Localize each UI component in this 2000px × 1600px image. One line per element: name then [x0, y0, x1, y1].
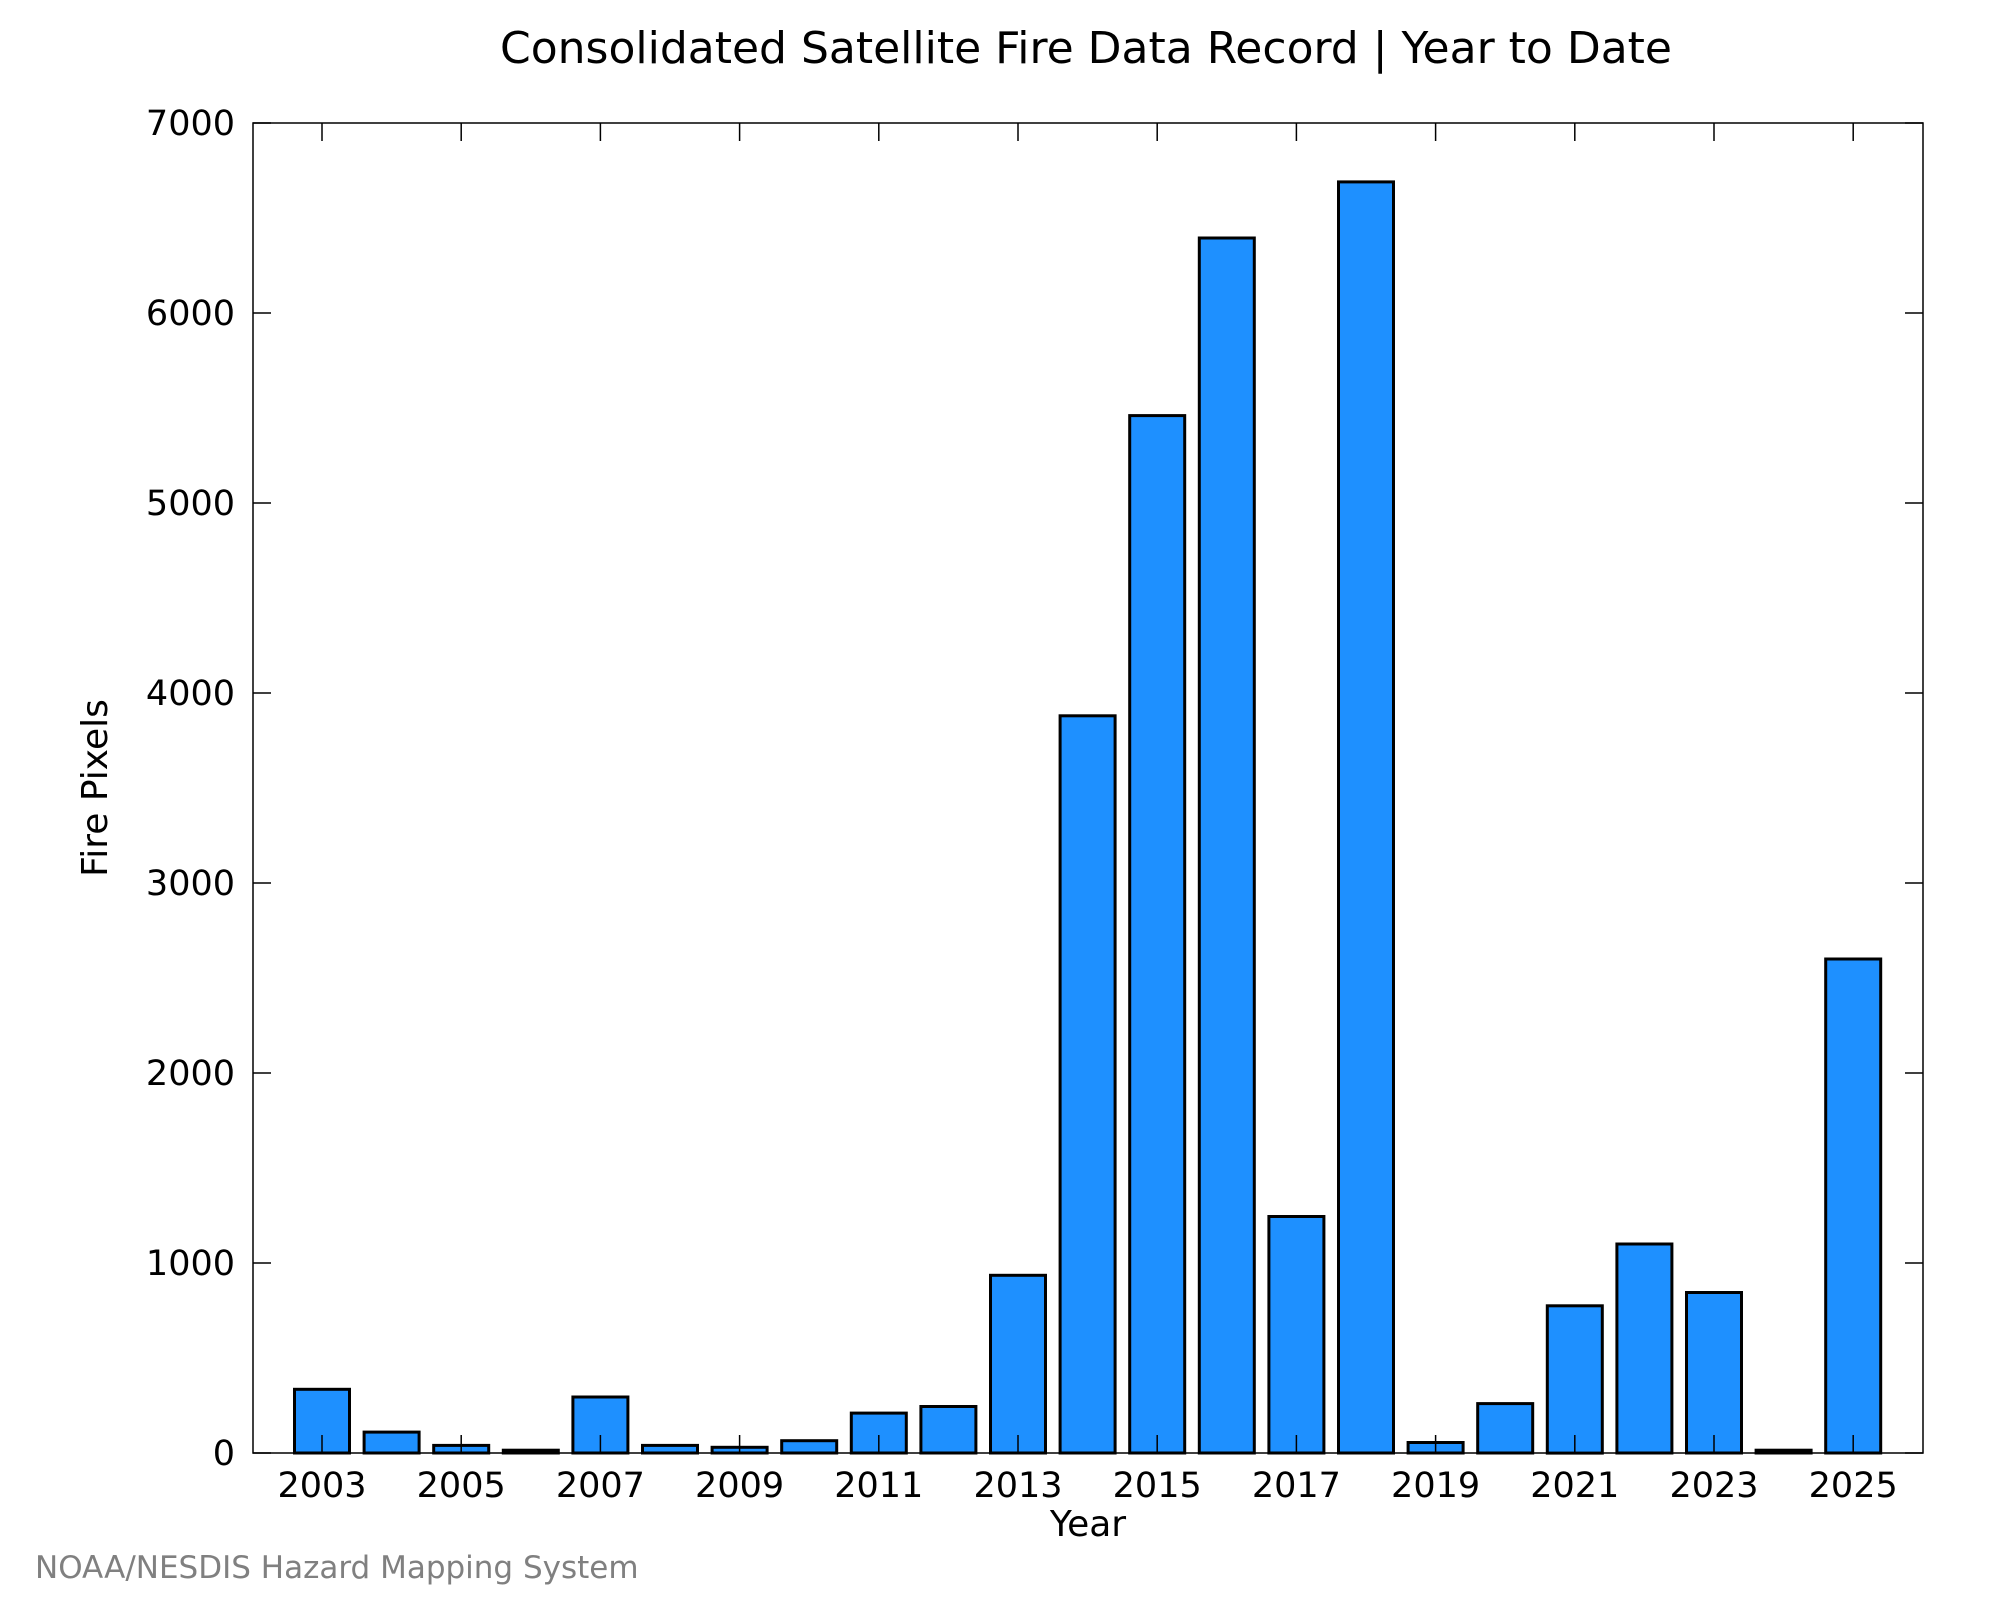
bar-2016: [1197, 236, 1256, 1455]
bar-2004: [362, 1430, 421, 1455]
x-axis-label: Year: [1049, 1504, 1126, 1545]
x-tick-label: 2019: [1391, 1466, 1480, 1506]
x-tick-label: 2017: [1252, 1466, 1341, 1506]
x-tick-label: 2021: [1530, 1466, 1619, 1506]
y-axis: 0 1000 2000 3000 4000 5000 6000 7000: [146, 104, 1923, 1474]
y-tick-label: 4000: [146, 674, 235, 714]
x-tick-label: 2015: [1113, 1466, 1202, 1506]
y-axis-label: Fire Pixels: [75, 699, 116, 877]
x-tick-label: 2005: [417, 1466, 506, 1506]
bar-2014: [1058, 714, 1117, 1455]
bar-2025: [1824, 957, 1883, 1455]
bar-2020: [1476, 1402, 1535, 1455]
bar-2017: [1267, 1215, 1326, 1455]
bar-2023: [1685, 1291, 1743, 1455]
chart-title: Consolidated Satellite Fire Data Record …: [500, 23, 1672, 74]
bar-2021: [1545, 1304, 1604, 1455]
bar-2012: [919, 1405, 978, 1455]
x-tick-label: 2023: [1669, 1466, 1758, 1506]
bar-2015: [1128, 414, 1187, 1455]
bar-2024: [1754, 1448, 1813, 1455]
x-tick-label: 2011: [834, 1466, 923, 1506]
bar-2010: [780, 1439, 839, 1455]
x-tick-label: 2025: [1809, 1466, 1898, 1506]
credit-text: NOAA/NESDIS Hazard Mapping System: [35, 1550, 639, 1586]
bar-2008: [641, 1443, 699, 1455]
y-tick-label: 5000: [146, 484, 235, 524]
x-tick-label: 2009: [695, 1466, 784, 1506]
y-tick-label: 6000: [146, 294, 235, 334]
y-tick-label: 1000: [146, 1244, 235, 1284]
x-tick-label: 2003: [277, 1466, 366, 1506]
y-tick-label: 0: [213, 1434, 235, 1474]
bar-2013: [989, 1273, 1047, 1455]
y-tick-label: 2000: [146, 1054, 235, 1094]
x-tick-label: 2007: [556, 1466, 645, 1506]
bar-2006: [501, 1448, 560, 1455]
bars-group: [293, 180, 1883, 1455]
y-tick-label: 3000: [146, 864, 235, 904]
x-axis: 2003 2005 2007 2009 2011 2013 2015 2017 2019 2021…: [277, 123, 1898, 1506]
x-tick-label: 2013: [973, 1466, 1062, 1506]
y-tick-label: 7000: [146, 104, 235, 144]
bar-2018: [1337, 180, 1395, 1455]
bar-2022: [1615, 1242, 1674, 1455]
